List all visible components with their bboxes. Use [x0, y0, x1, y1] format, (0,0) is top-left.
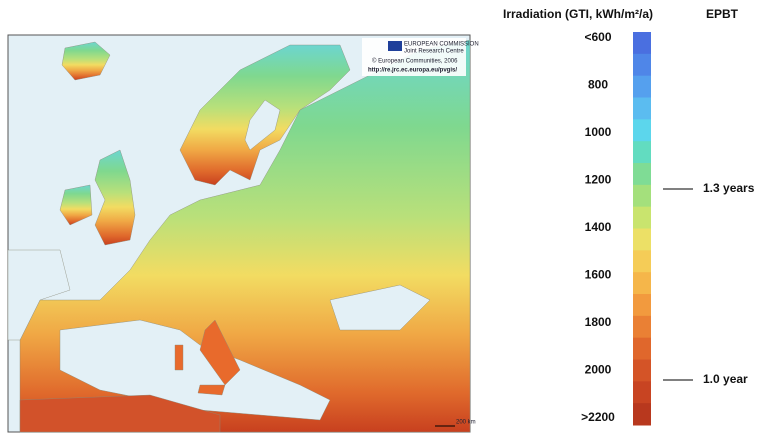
sardinia — [174, 344, 184, 371]
legend-label: 1600 — [585, 268, 612, 282]
credit-box — [362, 38, 466, 76]
iceland — [61, 41, 111, 81]
color-bin — [633, 381, 651, 404]
sicily — [197, 384, 226, 396]
color-bin — [633, 359, 651, 382]
legend-label: >2200 — [581, 410, 615, 424]
black-sea — [329, 284, 431, 331]
africa — [19, 394, 221, 433]
ireland — [59, 184, 93, 226]
url: http://re.jrc.ec.europa.eu/pvgis/ — [368, 68, 457, 74]
legend-label: 1000 — [585, 125, 612, 139]
mediterranean — [59, 319, 331, 421]
copyright: © European Communities, 2006 — [372, 58, 458, 65]
great-britain — [94, 149, 136, 246]
map: EUROPEAN COMMISSION Joint Research Centr… — [7, 34, 479, 433]
color-bin — [633, 97, 651, 120]
legend-label: 2000 — [585, 363, 612, 377]
italy — [199, 319, 241, 386]
legend-label: 1200 — [585, 173, 612, 187]
color-bin — [633, 337, 651, 360]
color-bin — [633, 141, 651, 164]
color-bin — [633, 32, 651, 55]
legend-label: <600 — [584, 30, 611, 44]
color-bin — [633, 75, 651, 98]
color-bin — [633, 250, 651, 273]
color-bin — [633, 294, 651, 317]
legend-label: 800 — [588, 78, 608, 92]
color-bin — [633, 53, 651, 77]
color-bin — [633, 403, 651, 426]
color-bin — [633, 206, 651, 229]
eu-flag — [388, 41, 402, 51]
atlantic — [7, 249, 71, 341]
scale-label: 200 km — [456, 420, 476, 426]
centre: Joint Research Centre — [404, 49, 464, 55]
legend-label: 1800 — [585, 315, 612, 329]
epbt-marker: 1.3 years — [703, 181, 755, 195]
color-bin — [633, 315, 651, 339]
color-bin — [633, 163, 651, 186]
color-bin — [633, 119, 651, 142]
seas — [7, 99, 431, 421]
legend: Irradiation (GTI, kWh/m²/a) EPBT 1.3 yea… — [503, 7, 755, 426]
agency: EUROPEAN COMMISSION — [404, 42, 479, 48]
legend-label: 1400 — [585, 220, 612, 234]
color-bin — [633, 228, 651, 251]
gulf-of-bothnia — [244, 99, 281, 151]
islands — [19, 319, 241, 433]
epbt-title: EPBT — [706, 7, 739, 21]
epbt-marker: 1.0 year — [703, 372, 748, 386]
legend-title: Irradiation (GTI, kWh/m²/a) — [503, 7, 653, 21]
color-bin — [633, 272, 651, 295]
color-bin — [633, 184, 651, 208]
